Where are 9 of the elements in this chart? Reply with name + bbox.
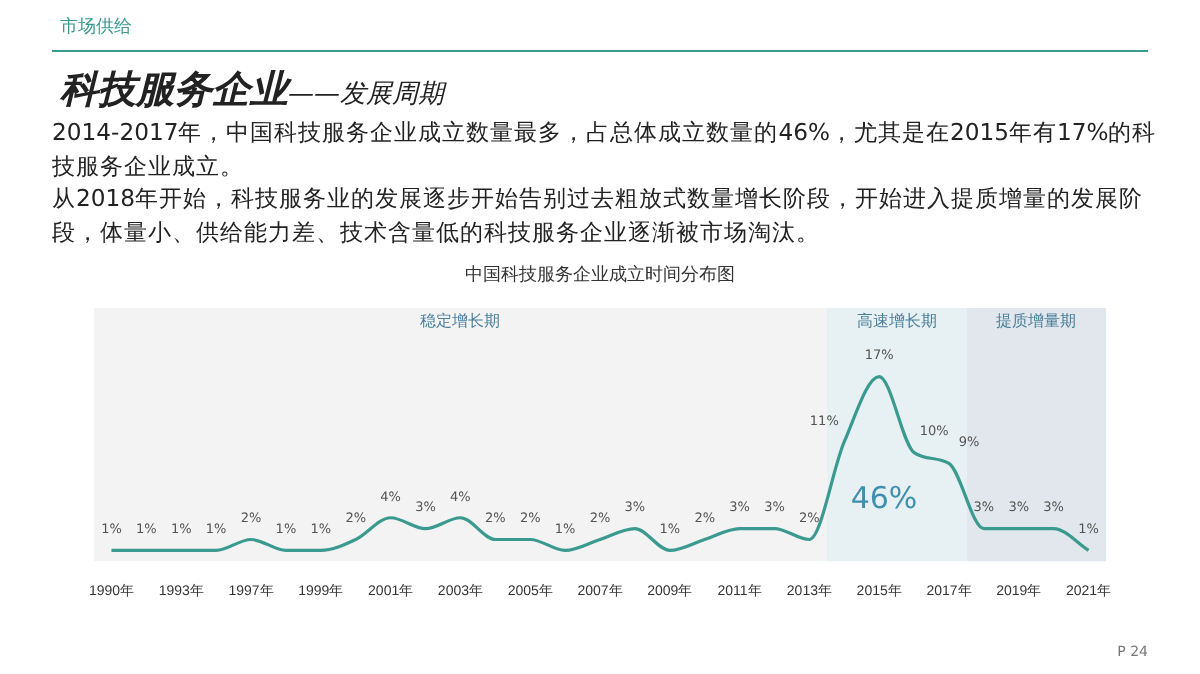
text: 市场供给 [60,15,132,40]
band-label: 稳定增长期 [420,312,501,331]
chart-title: 科技服务企业——发展周期 [60,66,444,116]
annotation: 46% [848,480,920,516]
text: 2014-2017年，中国科技服务企业成立数量最多，占总体成立数量的46%，尤其是在2015年有17%的科技服务企业成立。 [52,116,1159,182]
band-label: 提质增量期 [996,312,1077,331]
chart-subtitle: 中国科技服务企业成立时间分布图 [463,263,737,288]
band-label: 高速增长期 [856,312,937,331]
text: 从2018年开始，科技服务业的发展逐步开始告别过去粗放式数量增长阶段，开始进入提质增量的发展阶段，体量小、供给能力差、技术含量低的科技服务企业逐渐被市场淘汰。 [52,182,1146,248]
